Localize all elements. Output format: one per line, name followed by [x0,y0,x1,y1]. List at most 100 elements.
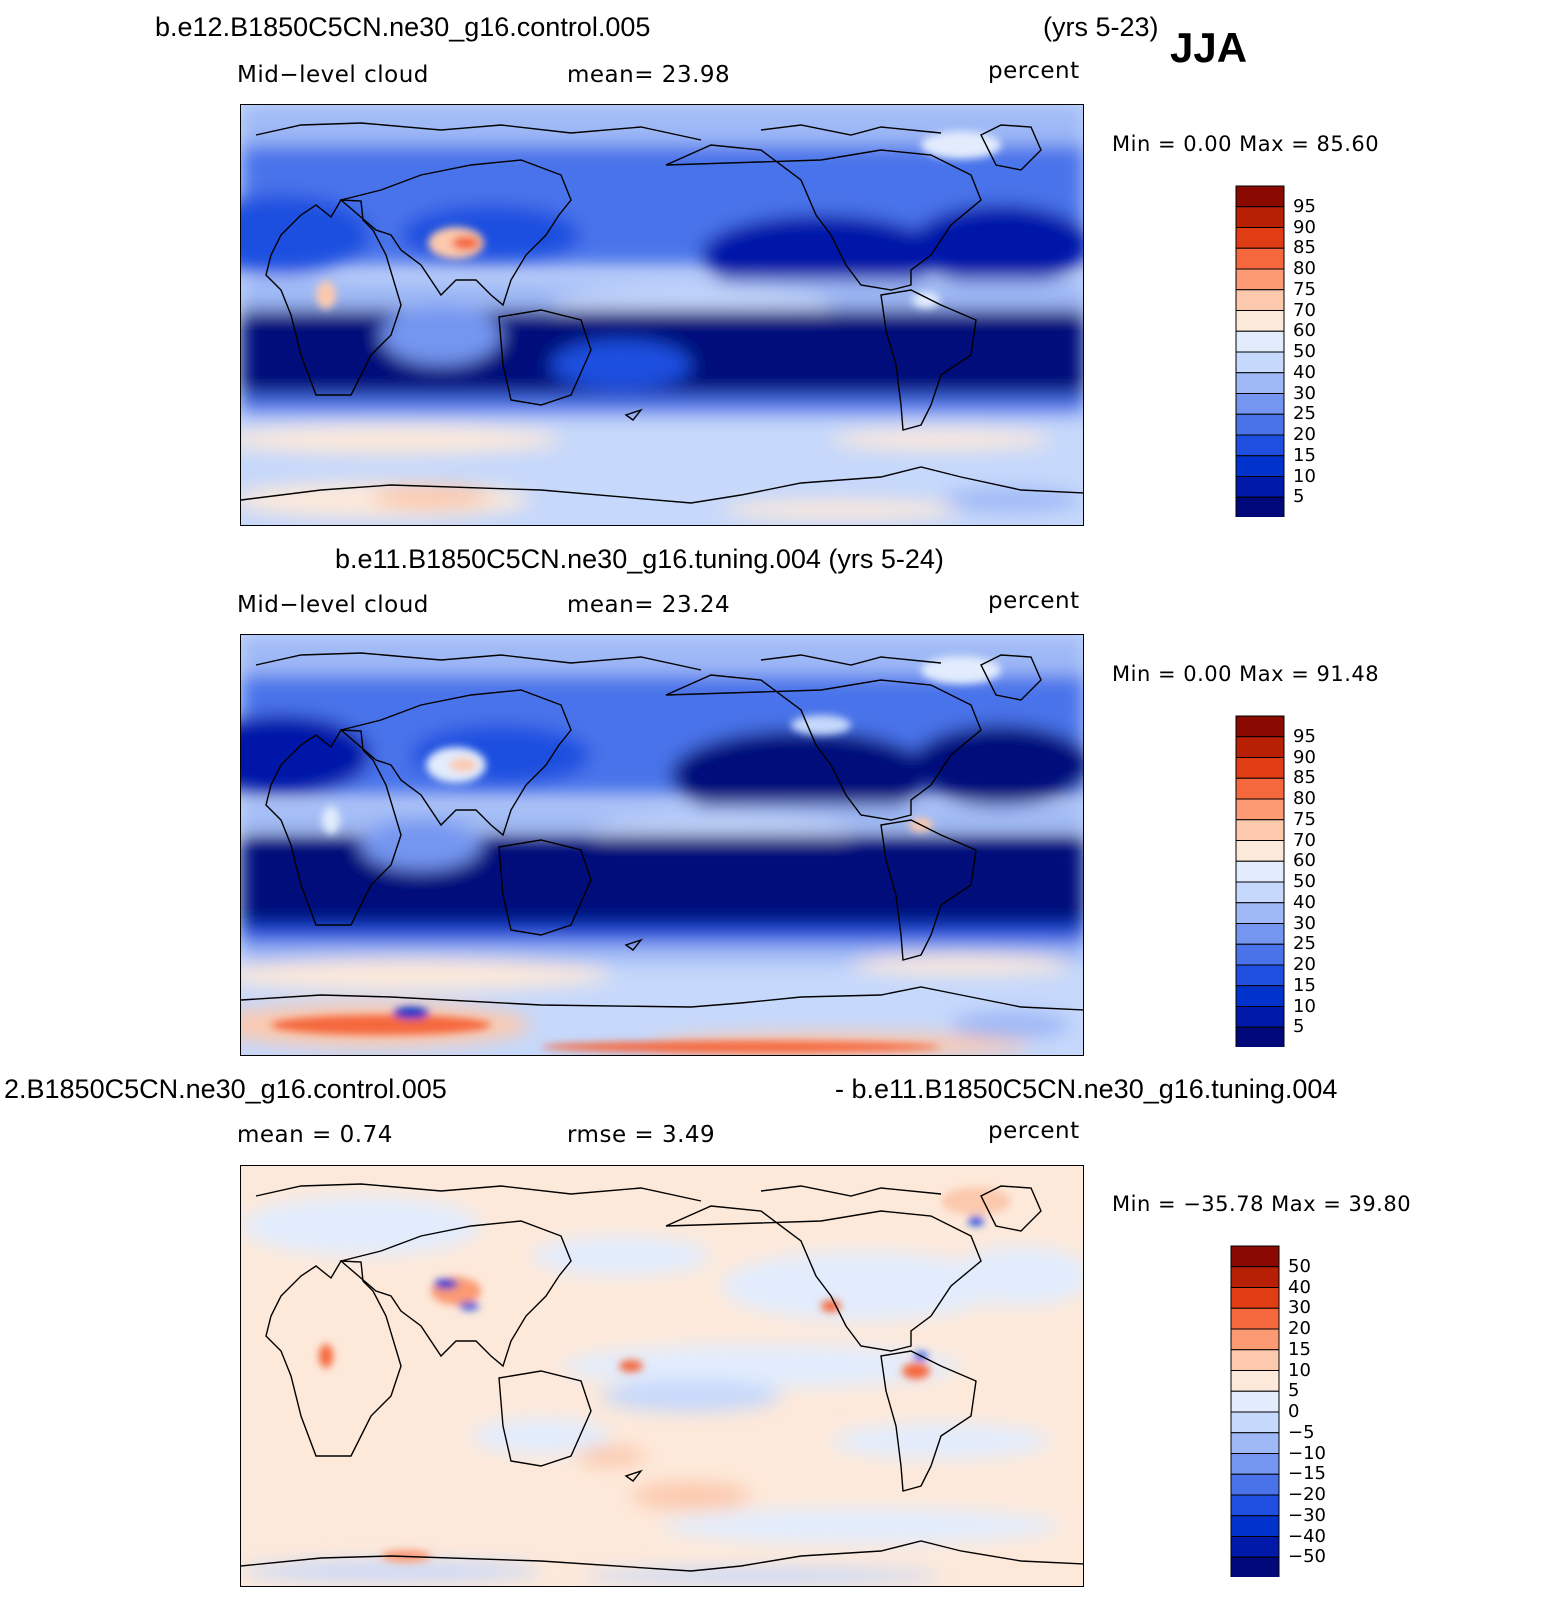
colorbar-tick-label: 95 [1293,725,1316,747]
season-label: JJA [1170,24,1248,71]
colorbar-box [1235,902,1285,924]
panel2-units-label: percent [988,588,1080,614]
colorbar-box [1235,923,1285,945]
colorbar-tick-label: 70 [1293,829,1316,851]
colorbar-box [1235,496,1285,519]
colorbar-box [1235,840,1285,862]
colorbar-box [1230,1245,1280,1268]
colorbar-tick-label: 90 [1293,216,1316,238]
colorbar-box [1235,1006,1285,1028]
colorbar-tick-label: −20 [1288,1484,1326,1505]
panel1-map [240,104,1084,526]
colorbar-box [1235,860,1285,883]
panel3-map [240,1165,1084,1587]
colorbar-tick-label: 95 [1293,195,1316,217]
colorbar-tick-label: 80 [1293,258,1316,279]
panel2-coastlines [241,652,1083,1011]
colorbar-tick-label: 5 [1288,1380,1300,1402]
colorbar-box [1235,351,1285,374]
colorbar-box [1235,943,1285,966]
panel3-title-right: - b.e11.B1850C5CN.ne30_g16.tuning.004 [835,1074,1338,1104]
panel2-mean-label: mean= 23.24 [567,592,731,618]
colorbar-tick-label: 30 [1288,1297,1311,1319]
panel2-field [241,635,1083,1055]
colorbar-tick-label: −10 [1288,1442,1326,1464]
colorbar-box [1235,434,1285,457]
panel3-mean-label: mean = 0.74 [237,1122,393,1148]
colorbar-tick-label: 25 [1293,933,1316,955]
colorbar-box [1235,268,1285,291]
colorbar-box [1235,289,1285,311]
colorbar-box [1235,1026,1285,1049]
panel1-variable-label: Mid−level cloud [237,62,429,88]
panel3-coastlines [241,1183,1083,1572]
colorbar-tick-label: 40 [1288,1276,1311,1298]
colorbar-box [1230,1473,1280,1496]
colorbar-box [1230,1515,1280,1537]
colorbar-tick-label: 30 [1293,912,1316,934]
colorbar-tick-label: 10 [1293,465,1316,487]
colorbar-box [1230,1370,1280,1392]
colorbar-box [1235,757,1285,779]
colorbar-box [1235,393,1285,415]
colorbar-box [1235,736,1285,758]
colorbar-tick-label: 85 [1293,767,1316,789]
panel3-title: 2.B1850C5CN.ne30_g16.control.005 [4,1074,447,1104]
colorbar-box [1230,1390,1280,1413]
panel3-colorbar [1230,1245,1280,1582]
colorbar-tick-label: 90 [1293,746,1316,768]
colorbar-box [1230,1328,1280,1351]
colorbar-box [1235,206,1285,228]
colorbar-tick-label: 50 [1293,341,1316,362]
colorbar-tick-label: 40 [1293,891,1316,913]
panel3-rmse-label: rmse = 3.49 [567,1122,716,1148]
colorbar-tick-label: 60 [1293,850,1316,872]
colorbar-tick-label: 15 [1293,974,1316,996]
colorbar-box [1235,185,1285,208]
colorbar-box [1235,413,1285,436]
colorbar-box [1230,1432,1280,1454]
colorbar-box [1230,1287,1280,1309]
colorbar-tick-label: 30 [1293,382,1316,404]
panel3-units-label: percent [988,1118,1080,1144]
colorbar-box [1230,1307,1280,1330]
colorbar-box [1235,310,1285,332]
colorbar-box [1230,1453,1280,1475]
panel2-title: b.e11.B1850C5CN.ne30_g16.tuning.004 (yrs… [335,544,944,574]
colorbar-tick-label: −5 [1288,1421,1315,1443]
colorbar-tick-label: 25 [1293,403,1316,425]
colorbar-box [1235,330,1285,353]
colorbar-tick-label: −40 [1288,1525,1326,1547]
colorbar-tick-label: 15 [1293,444,1316,466]
colorbar-box [1235,372,1285,394]
panel3-minmax: Min = −35.78 Max = 39.80 [1112,1192,1412,1216]
colorbar-box [1230,1266,1280,1288]
colorbar-tick-label: −30 [1288,1504,1326,1526]
colorbar-tick-label: 50 [1288,1255,1311,1277]
colorbar-box [1230,1494,1280,1517]
colorbar-tick-label: 10 [1293,995,1316,1017]
panel1-minmax: Min = 0.00 Max = 85.60 [1112,132,1380,156]
colorbar-box [1235,964,1285,987]
colorbar-box [1230,1411,1280,1434]
panel2-variable-label: Mid−level cloud [237,592,429,618]
panel2-minmax: Min = 0.00 Max = 91.48 [1112,662,1380,686]
colorbar-tick-label: 20 [1288,1318,1311,1339]
colorbar-tick-label: 0 [1288,1401,1300,1422]
colorbar-box [1235,819,1285,841]
panel1-mean-label: mean= 23.98 [567,62,731,88]
colorbar-tick-label: 5 [1293,1016,1305,1038]
panel1-years: (yrs 5-23) [1043,12,1159,42]
panel1-coastlines [241,122,1083,504]
colorbar-box [1230,1536,1280,1558]
colorbar-box [1235,227,1285,249]
colorbar-tick-label: 50 [1293,871,1316,892]
colorbar-box [1235,715,1285,738]
panel3-field [241,1166,1083,1586]
colorbar-box [1235,455,1285,477]
colorbar-tick-label: 70 [1293,299,1316,321]
colorbar-box [1235,247,1285,270]
colorbar-box [1235,985,1285,1007]
colorbar-tick-label: 10 [1288,1359,1311,1381]
colorbar-box [1230,1556,1280,1579]
